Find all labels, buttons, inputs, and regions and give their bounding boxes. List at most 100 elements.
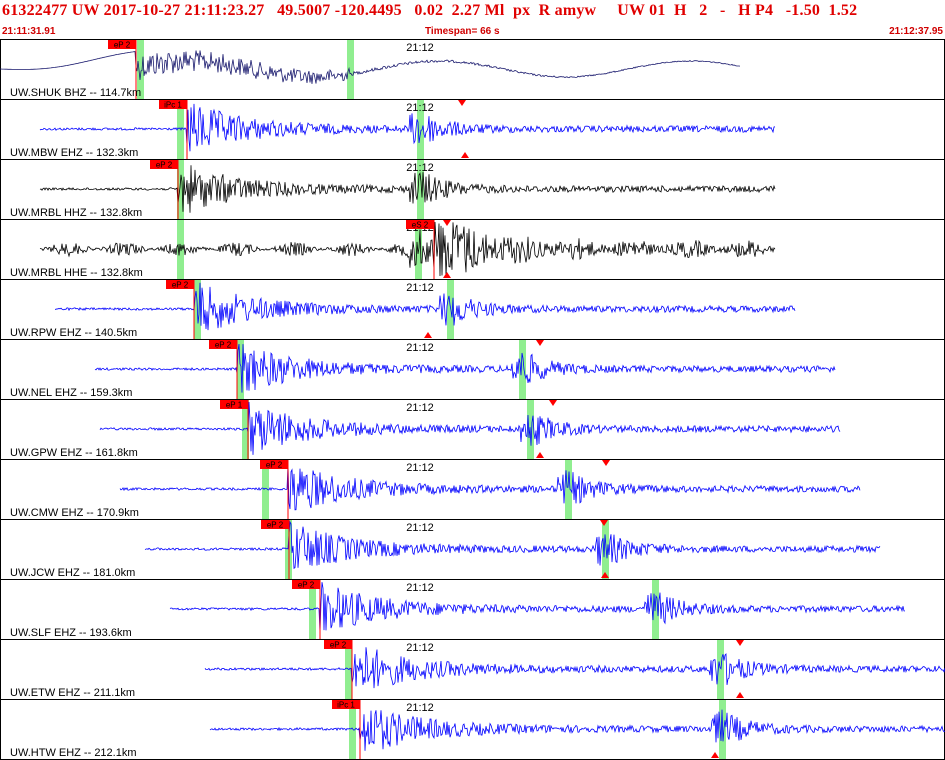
waveform xyxy=(39,103,776,152)
station-label: UW.NEL EHZ -- 159.3km xyxy=(10,387,132,399)
amp-marker-bottom xyxy=(424,332,432,338)
panel-border xyxy=(0,519,945,580)
pick-label: eP 2 xyxy=(114,41,131,50)
pick-label: eP 2 xyxy=(298,581,315,590)
time-tick-label: 21:12 xyxy=(406,642,434,654)
pick-label: iPc 1 xyxy=(164,101,182,110)
waveform xyxy=(144,520,881,569)
pick-box xyxy=(406,220,434,229)
amp-marker-bottom xyxy=(536,452,544,458)
time-tick-label: 21:12 xyxy=(406,702,434,714)
station-label: UW.JCW EHZ -- 181.0km xyxy=(10,567,135,579)
time-tick-label: 21:12 xyxy=(406,162,434,174)
trace-panel[interactable]: 21:12eS 2UW.MRBL HHE -- 132.8km xyxy=(0,219,945,280)
pick-label: iPc 1 xyxy=(337,701,355,710)
waveform xyxy=(119,463,861,511)
trace-panel[interactable]: 21:12 eP 2 UW.RPW EHZ -- 140.5km xyxy=(0,279,945,340)
pick-label: eP 2 xyxy=(267,521,284,530)
amp-marker-bottom xyxy=(711,752,719,758)
trace-panel[interactable]: 21:12 eP 2 UW.SHUK BHZ -- 114.7km xyxy=(0,39,945,100)
waveform xyxy=(94,343,836,393)
pick-label: eP 2 xyxy=(172,281,189,290)
pick-label: eP 2 xyxy=(330,641,347,650)
station-label: UW.SHUK BHZ -- 114.7km xyxy=(10,87,141,99)
phase-marker xyxy=(347,40,354,99)
amp-marker-top xyxy=(549,400,557,406)
phase-marker xyxy=(417,160,424,219)
timespan-label: Timespan= 66 s xyxy=(425,26,500,37)
amp-marker-top xyxy=(458,100,466,106)
time-tick-label: 21:12 xyxy=(406,342,434,354)
phase-marker xyxy=(349,700,356,759)
amp-marker-top xyxy=(443,220,451,226)
waveform xyxy=(0,50,741,84)
station-label: UW.MBW EHZ -- 132.3km xyxy=(10,147,138,159)
event-header: 61322477 UW 2017-10-27 21:11:23.27 49.50… xyxy=(2,2,858,19)
trace-panel[interactable]: 21:12 eP 2 UW.NEL EHZ -- 159.3km xyxy=(0,339,945,400)
time-tick-label: 21:12 xyxy=(406,102,434,114)
pick-box xyxy=(150,160,178,169)
time-tick-label: 21:12 xyxy=(406,522,434,534)
waveform xyxy=(209,709,945,751)
amp-marker-bottom xyxy=(443,272,451,278)
pick-label: eP 2 xyxy=(215,341,232,350)
station-label: UW.SLF EHZ -- 193.6km xyxy=(10,627,132,639)
pick-label: eP 1 xyxy=(226,401,243,410)
station-label: UW.CMW EHZ -- 170.9km xyxy=(10,507,139,519)
start-time: 21:11:31.91 xyxy=(2,26,56,37)
waveform xyxy=(55,282,796,331)
phase-marker xyxy=(602,520,609,579)
pick-box xyxy=(108,40,136,49)
pick-label: eP 2 xyxy=(266,461,283,470)
station-label: UW.MRBL HHE -- 132.8km xyxy=(10,267,143,279)
phase-marker xyxy=(717,640,724,699)
time-tick-label: 21:12 xyxy=(406,42,434,54)
phase-marker xyxy=(237,340,244,399)
trace-panel[interactable]: 21:12 eP 1 UW.GPW EHZ -- 161.8km xyxy=(0,399,945,460)
waveform xyxy=(39,221,776,277)
waveform xyxy=(169,582,906,633)
time-tick-label: 21:12 xyxy=(406,282,434,294)
trace-panel[interactable]: 21:12 eP 2 UW.JCW EHZ -- 181.0km xyxy=(0,519,945,580)
phase-marker xyxy=(137,40,144,99)
trace-panel[interactable]: 21:12 eP 2 UW.CMW EHZ -- 170.9km xyxy=(0,459,945,520)
pick-box xyxy=(261,520,289,529)
phase-marker xyxy=(565,460,572,519)
time-tick-label: 21:12 xyxy=(406,402,434,414)
station-label: UW.RPW EHZ -- 140.5km xyxy=(10,327,137,339)
end-time: 21:12:37.95 xyxy=(889,26,943,37)
time-tick-label: 21:12 xyxy=(406,582,434,594)
pick-box xyxy=(260,460,288,469)
station-label: UW.GPW EHZ -- 161.8km xyxy=(10,447,138,459)
waveform xyxy=(39,165,776,213)
station-label: UW.MRBL HHZ -- 132.8km xyxy=(10,207,142,219)
phase-marker xyxy=(242,400,249,459)
phase-marker xyxy=(177,160,184,219)
amp-marker-bottom xyxy=(736,692,744,698)
pick-label: eP 2 xyxy=(156,161,173,170)
pick-box xyxy=(332,700,360,709)
amp-marker-top xyxy=(536,340,544,346)
waveform xyxy=(99,401,841,455)
pick-box xyxy=(220,400,248,409)
amp-marker-top xyxy=(736,640,744,646)
trace-panel[interactable]: 21:12 iPc 1 UW.HTW EHZ -- 212.1km xyxy=(0,699,945,760)
phase-marker xyxy=(417,100,424,159)
trace-panel[interactable]: 21:12 eP 2 UW.SLF EHZ -- 193.6km xyxy=(0,579,945,640)
trace-panel[interactable]: 21:12 eP 2 UW.MRBL HHZ -- 132.8km xyxy=(0,159,945,220)
trace-panel[interactable]: 21:12 eP 2 UW.ETW EHZ -- 211.1km xyxy=(0,639,945,700)
trace-panel[interactable]: 21:12 iPc 1 UW.MBW EHZ -- 132.3km xyxy=(0,99,945,160)
pick-box xyxy=(292,580,320,589)
pick-box xyxy=(209,340,237,349)
station-label: UW.ETW EHZ -- 211.1km xyxy=(10,687,135,699)
time-tick-label: 21:12 xyxy=(406,462,434,474)
phase-marker xyxy=(519,340,526,399)
phase-marker xyxy=(262,460,269,519)
pick-box xyxy=(166,280,194,289)
amp-marker-bottom xyxy=(601,572,609,578)
amp-marker-bottom xyxy=(461,152,469,158)
pick-box xyxy=(324,640,352,649)
station-label: UW.HTW EHZ -- 212.1km xyxy=(10,747,137,759)
